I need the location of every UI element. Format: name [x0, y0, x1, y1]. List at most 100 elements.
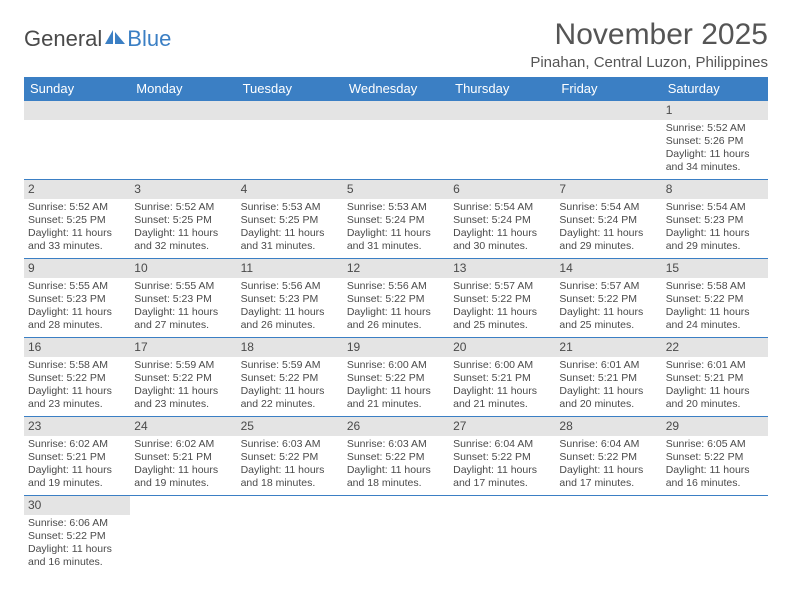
day-number: 30 — [24, 496, 130, 515]
day-cell: 26Sunrise: 6:03 AMSunset: 5:22 PMDayligh… — [343, 417, 449, 495]
daylight-line1: Daylight: 11 hours — [666, 148, 764, 161]
day-details: Sunrise: 5:54 AMSunset: 5:24 PMDaylight:… — [449, 199, 555, 258]
sunrise-text: Sunrise: 5:58 AM — [666, 280, 764, 293]
empty-day-bar — [343, 101, 449, 120]
week-row: 30Sunrise: 6:06 AMSunset: 5:22 PMDayligh… — [24, 496, 768, 574]
daylight-line1: Daylight: 11 hours — [347, 464, 445, 477]
day-number: 19 — [343, 338, 449, 357]
day-number: 20 — [449, 338, 555, 357]
daylight-line1: Daylight: 11 hours — [453, 464, 551, 477]
day-number: 10 — [130, 259, 236, 278]
day-details: Sunrise: 5:52 AMSunset: 5:25 PMDaylight:… — [130, 199, 236, 258]
day-header: Wednesday — [343, 77, 449, 101]
sunrise-text: Sunrise: 5:56 AM — [241, 280, 339, 293]
day-details: Sunrise: 5:53 AMSunset: 5:25 PMDaylight:… — [237, 199, 343, 258]
day-header: Saturday — [662, 77, 768, 101]
week-row: 23Sunrise: 6:02 AMSunset: 5:21 PMDayligh… — [24, 417, 768, 496]
day-number: 7 — [555, 180, 661, 199]
sunset-text: Sunset: 5:24 PM — [559, 214, 657, 227]
daylight-line2: and 26 minutes. — [241, 319, 339, 332]
day-number: 29 — [662, 417, 768, 436]
sunset-text: Sunset: 5:23 PM — [241, 293, 339, 306]
day-cell: 5Sunrise: 5:53 AMSunset: 5:24 PMDaylight… — [343, 180, 449, 258]
day-cell: 3Sunrise: 5:52 AMSunset: 5:25 PMDaylight… — [130, 180, 236, 258]
empty-day-cell — [130, 496, 236, 574]
sunset-text: Sunset: 5:23 PM — [28, 293, 126, 306]
daylight-line1: Daylight: 11 hours — [347, 227, 445, 240]
day-header: Friday — [555, 77, 661, 101]
sunset-text: Sunset: 5:24 PM — [347, 214, 445, 227]
empty-day-bar — [555, 101, 661, 120]
sunrise-text: Sunrise: 5:52 AM — [666, 122, 764, 135]
daylight-line2: and 19 minutes. — [28, 477, 126, 490]
sunrise-text: Sunrise: 5:56 AM — [347, 280, 445, 293]
sunrise-text: Sunrise: 6:00 AM — [453, 359, 551, 372]
daylight-line2: and 23 minutes. — [134, 398, 232, 411]
day-cell: 29Sunrise: 6:05 AMSunset: 5:22 PMDayligh… — [662, 417, 768, 495]
weeks-container: 1Sunrise: 5:52 AMSunset: 5:26 PMDaylight… — [24, 101, 768, 574]
daylight-line2: and 25 minutes. — [453, 319, 551, 332]
sunrise-text: Sunrise: 6:04 AM — [453, 438, 551, 451]
day-details: Sunrise: 6:01 AMSunset: 5:21 PMDaylight:… — [662, 357, 768, 416]
day-details: Sunrise: 6:00 AMSunset: 5:21 PMDaylight:… — [449, 357, 555, 416]
day-cell: 14Sunrise: 5:57 AMSunset: 5:22 PMDayligh… — [555, 259, 661, 337]
sunrise-text: Sunrise: 5:54 AM — [559, 201, 657, 214]
day-header: Sunday — [24, 77, 130, 101]
day-details: Sunrise: 6:05 AMSunset: 5:22 PMDaylight:… — [662, 436, 768, 495]
day-cell: 4Sunrise: 5:53 AMSunset: 5:25 PMDaylight… — [237, 180, 343, 258]
brand-logo: General Blue — [24, 18, 171, 52]
day-details: Sunrise: 6:04 AMSunset: 5:22 PMDaylight:… — [449, 436, 555, 495]
daylight-line2: and 25 minutes. — [559, 319, 657, 332]
day-cell: 6Sunrise: 5:54 AMSunset: 5:24 PMDaylight… — [449, 180, 555, 258]
daylight-line2: and 30 minutes. — [453, 240, 551, 253]
day-details: Sunrise: 6:03 AMSunset: 5:22 PMDaylight:… — [237, 436, 343, 495]
daylight-line1: Daylight: 11 hours — [241, 227, 339, 240]
empty-day-cell — [555, 496, 661, 574]
sunset-text: Sunset: 5:25 PM — [28, 214, 126, 227]
day-number: 22 — [662, 338, 768, 357]
day-cell: 27Sunrise: 6:04 AMSunset: 5:22 PMDayligh… — [449, 417, 555, 495]
day-cell: 12Sunrise: 5:56 AMSunset: 5:22 PMDayligh… — [343, 259, 449, 337]
day-number: 18 — [237, 338, 343, 357]
sunset-text: Sunset: 5:21 PM — [134, 451, 232, 464]
daylight-line1: Daylight: 11 hours — [453, 306, 551, 319]
day-number: 9 — [24, 259, 130, 278]
day-details: Sunrise: 5:53 AMSunset: 5:24 PMDaylight:… — [343, 199, 449, 258]
week-row: 16Sunrise: 5:58 AMSunset: 5:22 PMDayligh… — [24, 338, 768, 417]
sunset-text: Sunset: 5:22 PM — [134, 372, 232, 385]
daylight-line2: and 23 minutes. — [28, 398, 126, 411]
daylight-line1: Daylight: 11 hours — [453, 227, 551, 240]
daylight-line1: Daylight: 11 hours — [134, 306, 232, 319]
month-title: November 2025 — [530, 18, 768, 52]
sunset-text: Sunset: 5:26 PM — [666, 135, 764, 148]
sunrise-text: Sunrise: 5:57 AM — [559, 280, 657, 293]
daylight-line2: and 17 minutes. — [453, 477, 551, 490]
empty-day-cell — [343, 101, 449, 179]
day-details: Sunrise: 6:06 AMSunset: 5:22 PMDaylight:… — [24, 515, 130, 574]
empty-day-cell — [343, 496, 449, 574]
day-cell: 22Sunrise: 6:01 AMSunset: 5:21 PMDayligh… — [662, 338, 768, 416]
day-details: Sunrise: 5:57 AMSunset: 5:22 PMDaylight:… — [449, 278, 555, 337]
sail-icon — [104, 26, 126, 52]
day-cell: 17Sunrise: 5:59 AMSunset: 5:22 PMDayligh… — [130, 338, 236, 416]
sunset-text: Sunset: 5:22 PM — [559, 451, 657, 464]
empty-day-bar — [130, 101, 236, 120]
empty-day-cell — [237, 101, 343, 179]
day-details: Sunrise: 5:57 AMSunset: 5:22 PMDaylight:… — [555, 278, 661, 337]
day-details: Sunrise: 5:59 AMSunset: 5:22 PMDaylight:… — [237, 357, 343, 416]
day-cell: 23Sunrise: 6:02 AMSunset: 5:21 PMDayligh… — [24, 417, 130, 495]
week-row: 2Sunrise: 5:52 AMSunset: 5:25 PMDaylight… — [24, 180, 768, 259]
day-details: Sunrise: 6:00 AMSunset: 5:22 PMDaylight:… — [343, 357, 449, 416]
daylight-line2: and 16 minutes. — [666, 477, 764, 490]
logo-text-1: General — [24, 26, 102, 52]
sunrise-text: Sunrise: 5:54 AM — [453, 201, 551, 214]
day-details: Sunrise: 5:58 AMSunset: 5:22 PMDaylight:… — [24, 357, 130, 416]
sunset-text: Sunset: 5:24 PM — [453, 214, 551, 227]
daylight-line2: and 17 minutes. — [559, 477, 657, 490]
title-block: November 2025 Pinahan, Central Luzon, Ph… — [530, 18, 768, 71]
day-number: 16 — [24, 338, 130, 357]
sunrise-text: Sunrise: 6:00 AM — [347, 359, 445, 372]
day-number: 28 — [555, 417, 661, 436]
day-cell: 24Sunrise: 6:02 AMSunset: 5:21 PMDayligh… — [130, 417, 236, 495]
empty-day-bar — [237, 101, 343, 120]
